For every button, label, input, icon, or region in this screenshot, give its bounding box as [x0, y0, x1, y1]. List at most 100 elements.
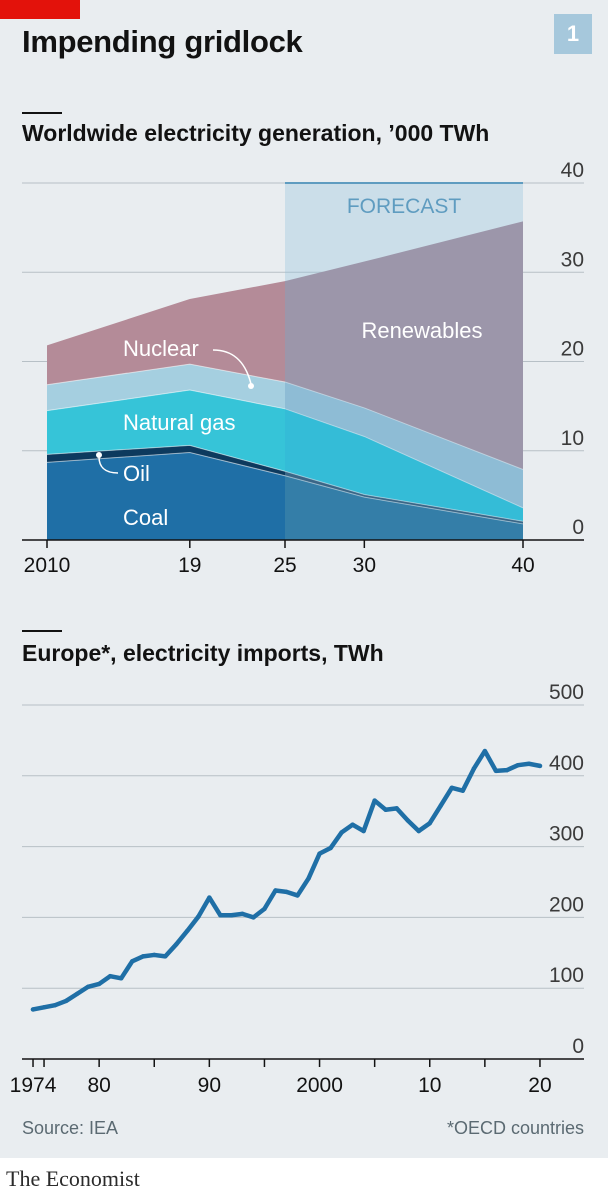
data-point	[85, 984, 91, 989]
series-boundary	[46, 452, 524, 525]
area-coal-forecast	[285, 475, 523, 540]
label-coal: Coal	[123, 505, 168, 530]
label-natural-gas: Natural gas	[123, 410, 236, 435]
data-point	[262, 906, 267, 912]
label-renewables: Renewables	[361, 318, 482, 343]
x-tick-label: 20	[528, 1074, 551, 1097]
area-renewables	[47, 281, 285, 385]
brand-wordmark: The Economist	[6, 1166, 140, 1191]
y-tick-label: 0	[572, 516, 584, 539]
data-point	[350, 822, 355, 827]
data-point	[339, 830, 344, 835]
data-point	[52, 1002, 58, 1008]
x-tick-label: 1974	[10, 1074, 57, 1097]
x-tick-label: 19	[178, 554, 201, 577]
data-point	[537, 763, 543, 769]
data-point	[361, 828, 366, 834]
y-tick-label: 100	[549, 964, 584, 987]
x-tick-label: 90	[198, 1074, 221, 1097]
data-point	[328, 845, 333, 851]
data-point	[74, 991, 80, 997]
oil-leader-dot	[96, 452, 102, 458]
chart1-title: Worldwide electricity generation, ’000 T…	[22, 120, 490, 146]
x-tick-label: 2010	[24, 554, 71, 577]
data-point	[449, 785, 454, 791]
x-tick-label: 10	[418, 1074, 441, 1097]
y-tick-label: 200	[549, 893, 584, 916]
data-point	[174, 942, 179, 947]
data-point	[526, 761, 532, 766]
series-boundary	[46, 363, 524, 470]
data-point	[63, 998, 69, 1004]
data-point	[317, 851, 322, 856]
area-natural-gas-forecast	[285, 408, 523, 522]
data-point	[515, 762, 521, 768]
data-point	[394, 806, 399, 811]
chart1-title-rule	[22, 112, 62, 114]
data-point	[107, 973, 113, 979]
area-oil-forecast	[285, 471, 523, 524]
data-point	[383, 807, 388, 812]
data-point	[207, 895, 212, 900]
data-point	[141, 954, 146, 959]
area-natural-gas	[47, 390, 285, 472]
x-tick-label: 80	[87, 1074, 110, 1097]
data-point	[482, 748, 488, 754]
series-boundary	[46, 444, 524, 522]
label-oil: Oil	[123, 461, 150, 486]
nuclear-leader-dot	[248, 383, 254, 389]
imports-line-chart: 0 100 200 300 400 500 1974 80 90 2000 10 20	[10, 681, 584, 1097]
series-boundary	[46, 389, 524, 509]
x-tick-label: 25	[273, 554, 296, 577]
data-point	[163, 954, 168, 959]
data-point	[460, 788, 466, 793]
area-nuclear-forecast	[285, 382, 523, 508]
data-point	[284, 889, 289, 895]
data-point	[273, 888, 278, 893]
data-point	[427, 821, 432, 826]
data-point	[96, 981, 102, 987]
y-tick-label: 10	[561, 427, 584, 450]
page-title: Impending gridlock	[22, 24, 303, 59]
y-tick-label: 400	[549, 752, 584, 775]
data-point	[218, 913, 223, 918]
brand-strip	[0, 1158, 608, 1195]
data-point	[493, 768, 499, 774]
y-tick-label: 20	[561, 338, 584, 361]
data-point	[130, 959, 135, 964]
chart-number-badge: 1	[554, 14, 592, 54]
area-oil	[47, 445, 285, 476]
y-tick-label: 0	[572, 1035, 584, 1058]
y-tick-label: 30	[561, 248, 584, 271]
forecast-band	[285, 183, 523, 540]
x-tick-label: 40	[511, 554, 534, 577]
x-tick-label: 30	[353, 554, 376, 577]
label-nuclear: Nuclear	[123, 336, 199, 361]
x-tick-label: 2000	[296, 1074, 343, 1097]
nuclear-leader-line	[212, 349, 252, 385]
data-point	[30, 1007, 36, 1012]
area-nuclear	[47, 364, 285, 411]
data-point	[240, 911, 245, 917]
y-tick-label: 300	[549, 823, 584, 846]
data-point	[306, 876, 311, 881]
oil-leader-line	[98, 456, 119, 474]
data-point	[416, 828, 421, 834]
chart2-title-rule	[22, 630, 62, 632]
data-point	[438, 803, 443, 808]
data-point	[471, 766, 477, 771]
data-point	[185, 928, 190, 934]
data-point	[504, 767, 510, 773]
data-point	[405, 818, 410, 823]
data-point	[372, 798, 377, 803]
data-point	[41, 1005, 47, 1010]
data-point	[152, 952, 157, 958]
data-point	[295, 893, 300, 898]
area-coal	[47, 452, 285, 540]
data-point	[251, 915, 256, 920]
data-point	[196, 914, 201, 919]
y-tick-label: 40	[561, 160, 584, 182]
chart2-title: Europe*, electricity imports, TWh	[22, 640, 384, 666]
source-note: Source: IEA	[22, 1118, 119, 1138]
y-tick-label: 500	[549, 681, 584, 704]
